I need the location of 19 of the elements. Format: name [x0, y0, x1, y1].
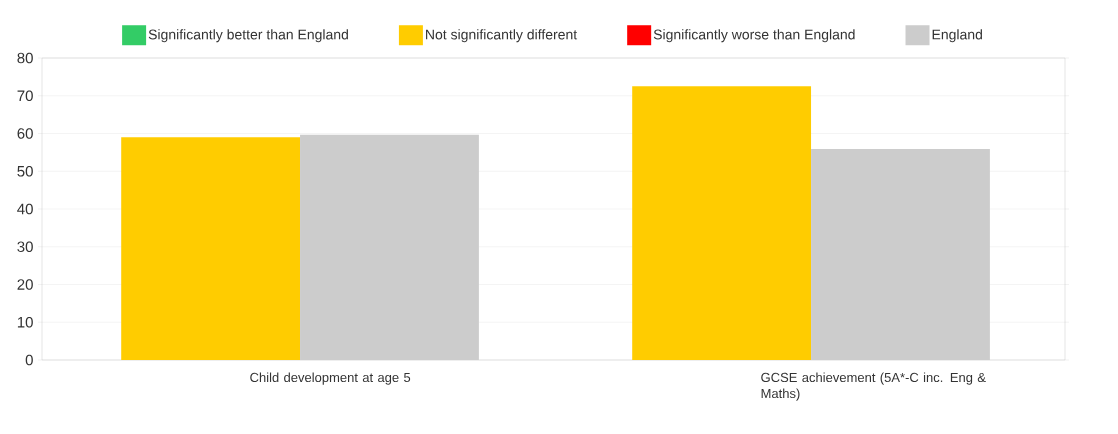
y-tick-label: 80: [17, 52, 33, 64]
bar: [121, 137, 301, 360]
bar: [632, 86, 812, 360]
y-tick-label: 0: [25, 354, 33, 366]
legend-label: England: [932, 29, 982, 43]
y-tick-label: 30: [17, 241, 33, 253]
bar: [811, 148, 990, 360]
legend-label: Significantly better than England: [148, 29, 348, 43]
legend-label: Not significantly different: [426, 29, 578, 43]
y-tick-label: 70: [17, 90, 33, 102]
y-tick-label: 40: [17, 203, 33, 215]
y-tick-label: 20: [17, 279, 33, 290]
y-tick-label: 60: [17, 128, 33, 139]
x-tick-label: GCSE achievement (5A*-C inc. Eng & Maths): [761, 372, 986, 401]
x-tick-label: Child development at age 5: [250, 372, 411, 385]
y-tick-label: 50: [17, 165, 33, 177]
bar: [300, 134, 479, 360]
y-tick-label: 10: [17, 316, 33, 328]
legend-label: Significantly worse than England: [653, 29, 855, 43]
